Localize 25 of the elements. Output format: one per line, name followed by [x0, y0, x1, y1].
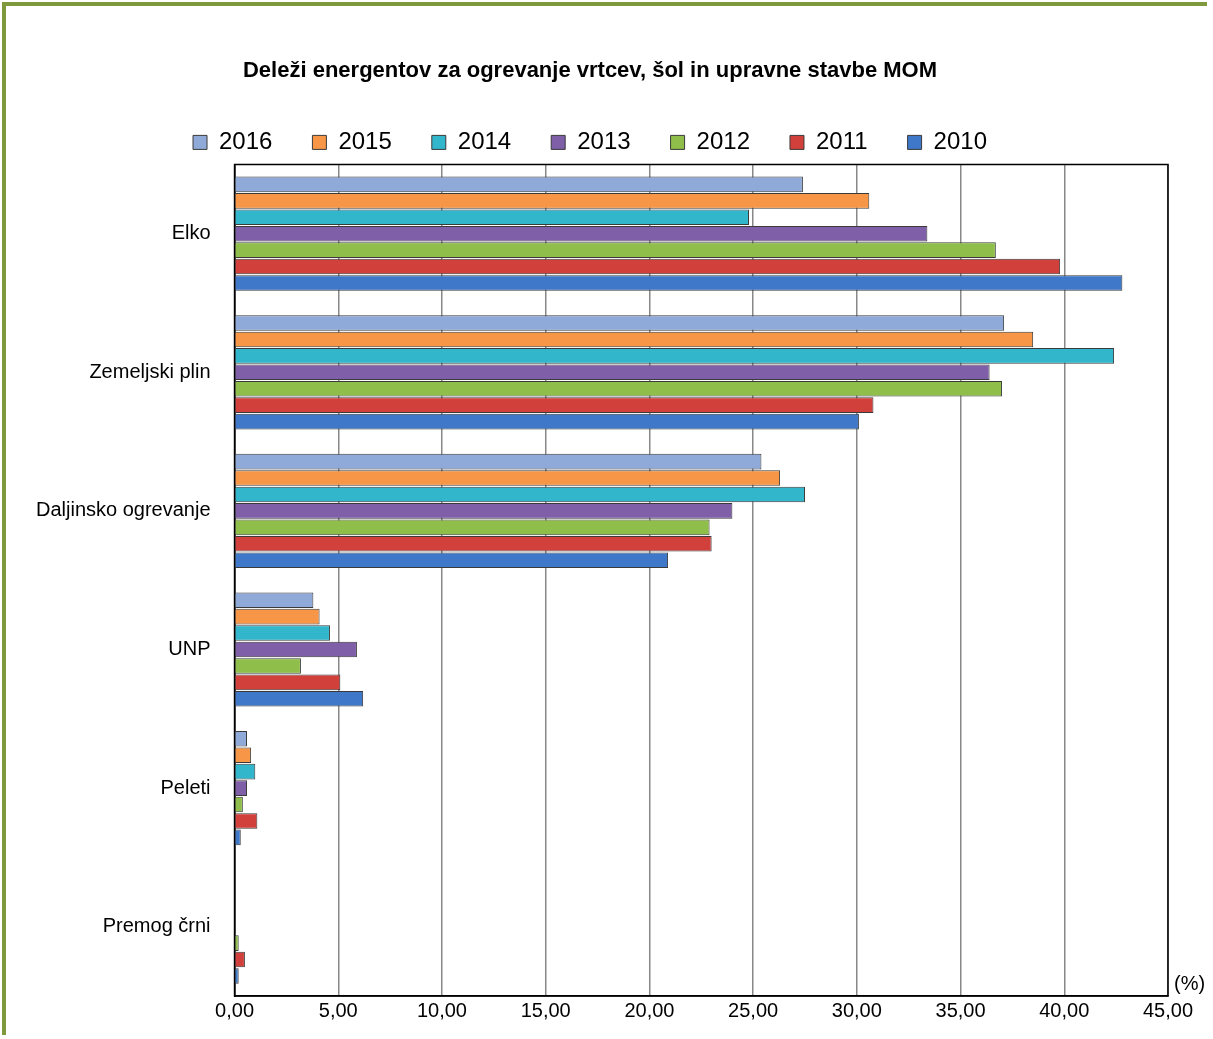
- legend-label: 2016: [219, 127, 273, 155]
- y-tick-label: Peleti: [160, 775, 211, 798]
- x-tick-label: 40,00: [1039, 998, 1090, 1021]
- y-tick-label: Zemeljski plin: [89, 359, 211, 382]
- x-tick-label: 45,00: [1142, 998, 1194, 1021]
- x-tick-label: 10,00: [416, 998, 468, 1021]
- x-tick-label: 30,00: [831, 998, 882, 1021]
- chart-title: Deleži energentov za ogrevanje vrtcev, šol in upravne stavbe MOM: [242, 57, 938, 83]
- x-tick-label: 25,00: [728, 998, 779, 1021]
- y-tick-label: Elko: [171, 221, 211, 244]
- legend-label: 2013: [577, 127, 631, 155]
- legend-label: 2011: [815, 127, 868, 155]
- x-tick-label: 20,00: [624, 998, 675, 1021]
- y-tick-label: Daljinsko ogrevanje: [35, 498, 211, 521]
- legend-label: 2014: [457, 127, 512, 155]
- x-axis-title: (%): [1174, 971, 1206, 994]
- y-tick-label: Premog črni: [102, 914, 211, 937]
- x-tick-label: 35,00: [935, 998, 986, 1021]
- legend-label: 2012: [696, 127, 750, 155]
- x-tick-label: 15,00: [520, 998, 571, 1021]
- legend-label: 2010: [933, 127, 987, 155]
- x-tick-label: 0,00: [215, 998, 255, 1021]
- legend-label: 2015: [338, 127, 392, 155]
- x-tick-label: 5,00: [318, 998, 358, 1021]
- y-tick-label: UNP: [168, 637, 211, 660]
